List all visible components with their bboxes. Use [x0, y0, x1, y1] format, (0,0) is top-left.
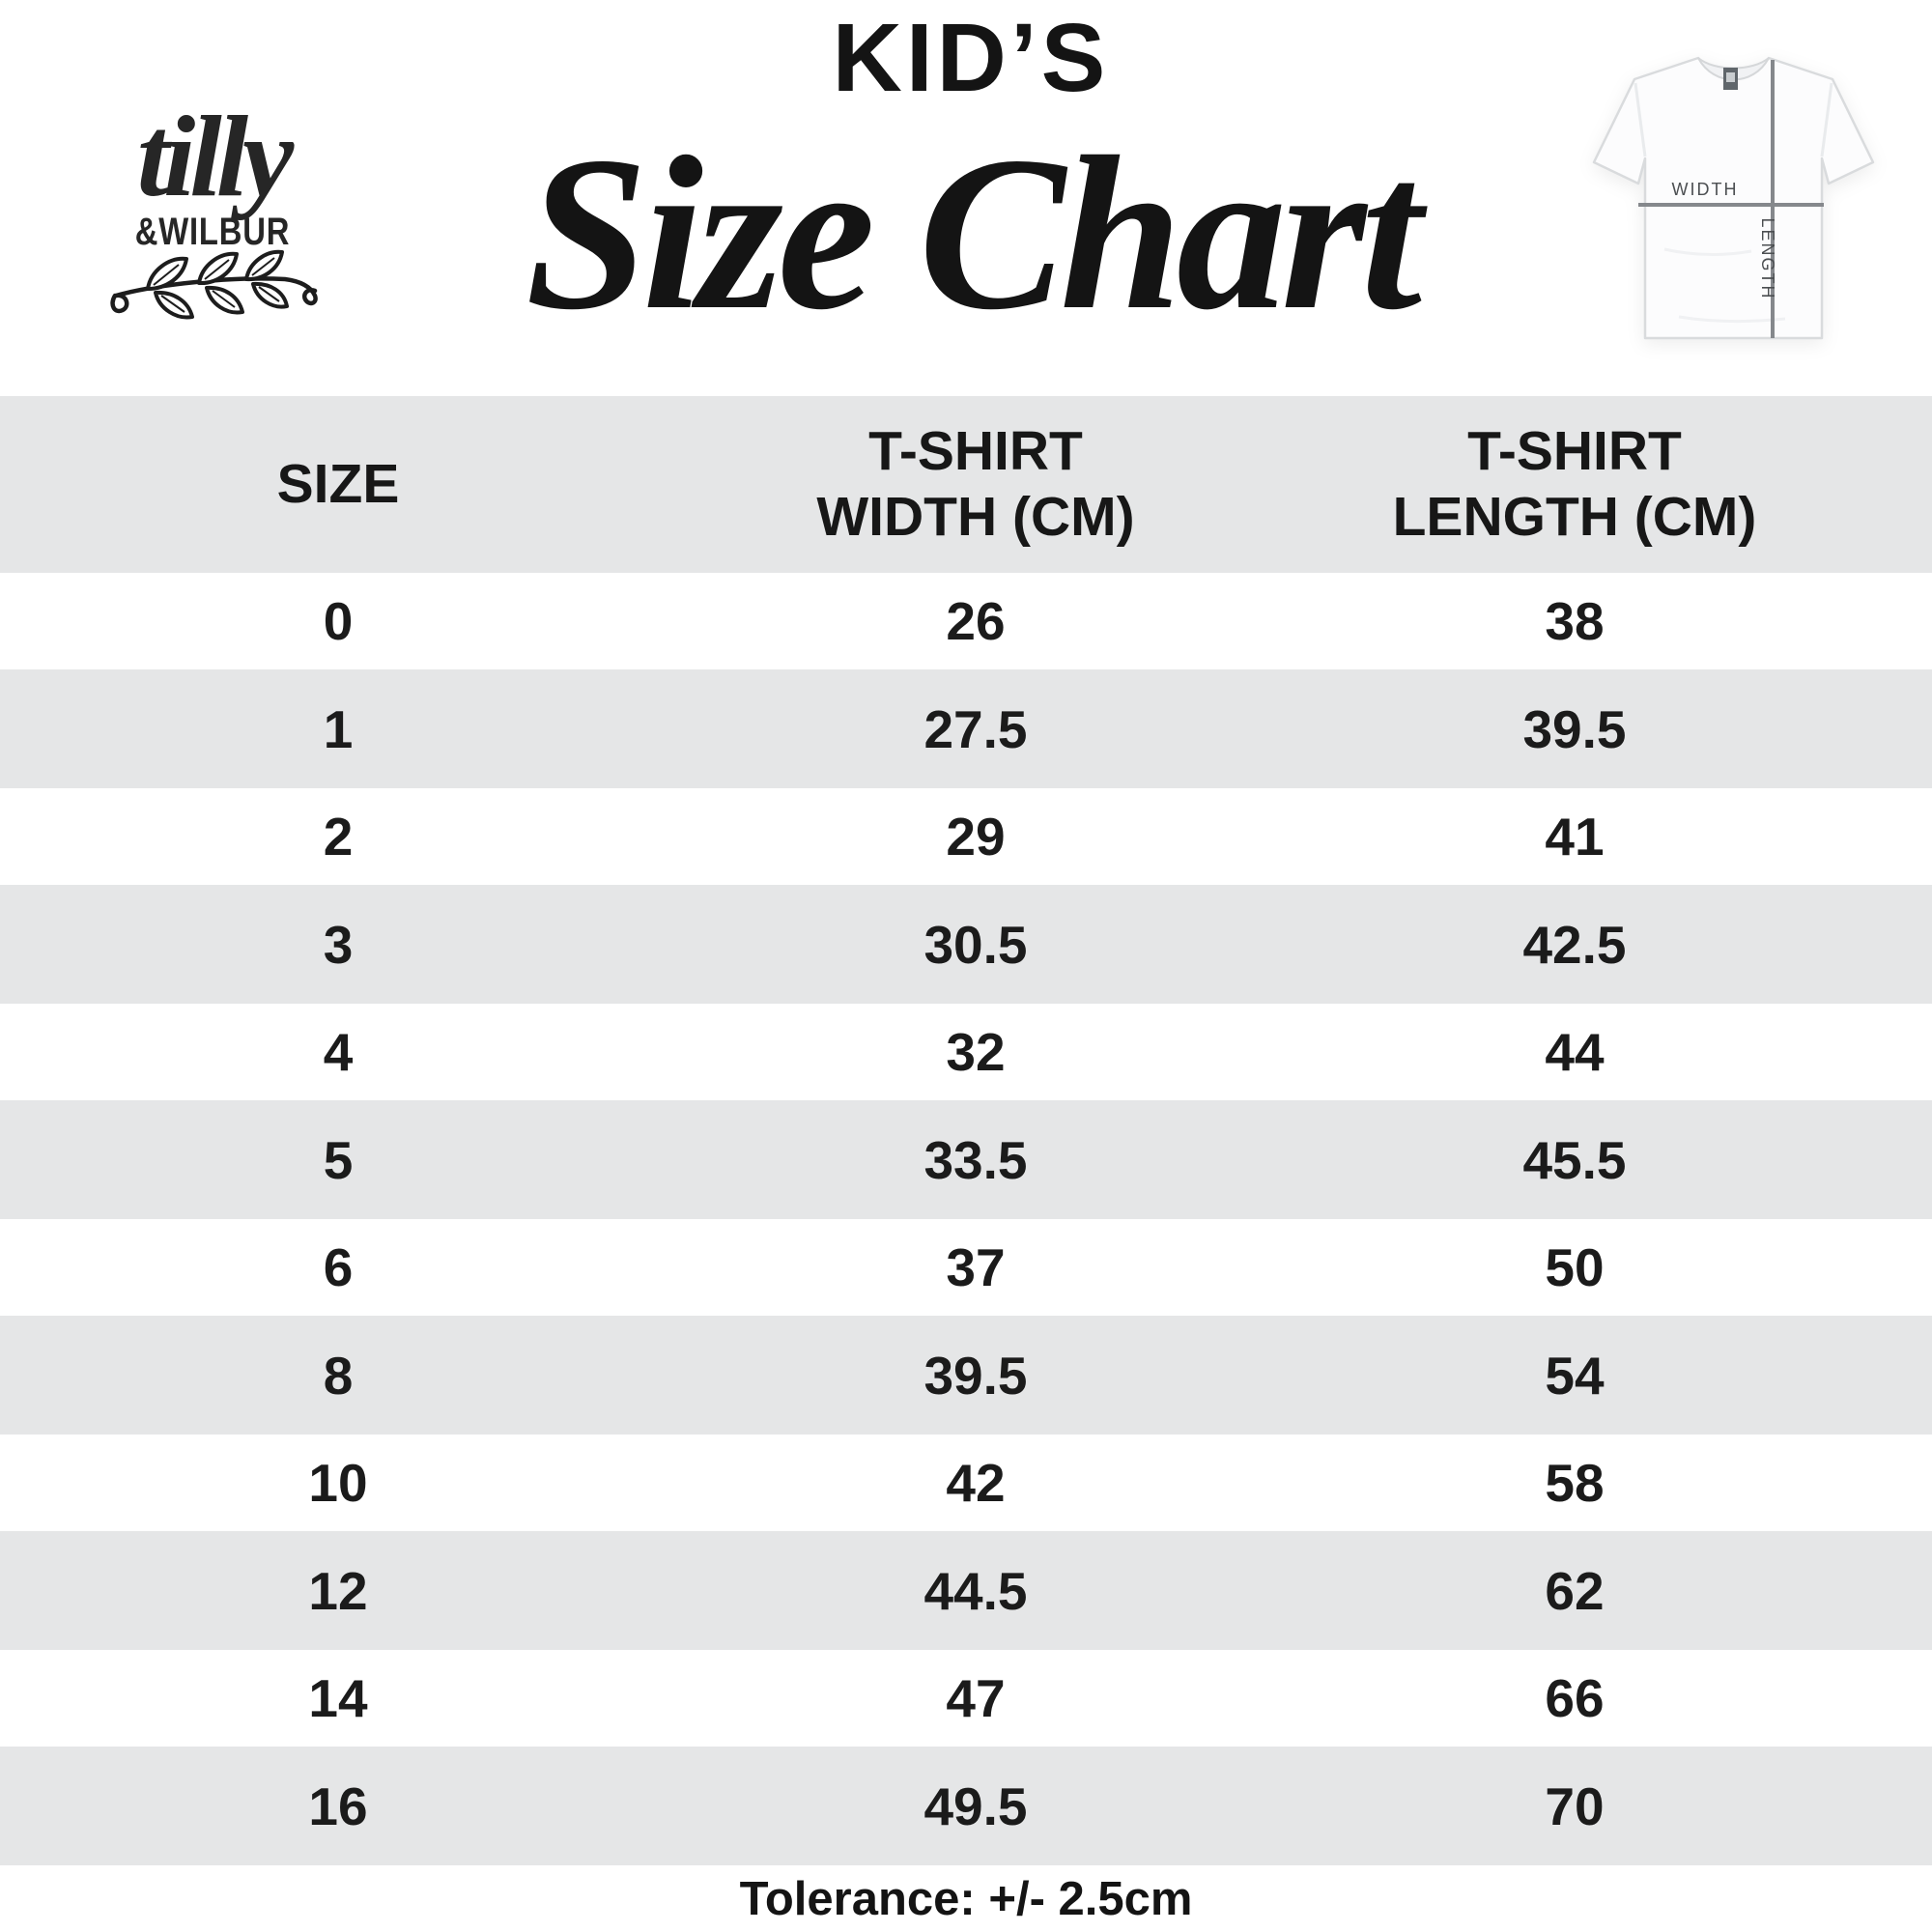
tshirt-measurement-diagram: WIDTH LENGTH	[1592, 56, 1875, 340]
size-cell: 0	[323, 591, 354, 651]
fabric-fold	[1663, 247, 1752, 257]
size-cell: 3	[323, 914, 354, 975]
table-row: 0 26 38	[0, 573, 1932, 669]
column-header-width: T-SHIRT WIDTH (CM)	[816, 420, 1135, 548]
length-cell: 58	[1545, 1453, 1605, 1513]
width-measure-label: WIDTH	[1672, 180, 1739, 199]
neck-tag-print	[1726, 72, 1735, 82]
tolerance-note: Tolerance: +/- 2.5cm	[739, 1872, 1193, 1925]
size-cell: 1	[323, 698, 354, 759]
page-title: Size Chart	[525, 112, 1422, 355]
width-cell: 44.5	[923, 1560, 1028, 1621]
width-cell: 27.5	[923, 698, 1028, 759]
leaf-vein	[258, 286, 280, 302]
size-cell: 10	[308, 1453, 368, 1513]
logo-caps-name: &WILBUR	[134, 211, 291, 253]
table-row: 4 32 44	[0, 1004, 1932, 1100]
size-cell: 5	[323, 1129, 354, 1190]
width-cell: 39.5	[923, 1345, 1028, 1406]
sleeve-seam	[1820, 82, 1833, 157]
width-cell: 42	[946, 1453, 1006, 1513]
width-cell: 37	[946, 1237, 1006, 1297]
length-cell: 45.5	[1522, 1129, 1627, 1190]
leaf-vein	[204, 259, 230, 280]
column-header-size: SIZE	[276, 452, 400, 515]
length-cell: 70	[1545, 1776, 1605, 1836]
width-cell: 32	[946, 1022, 1006, 1082]
size-cell: 2	[323, 807, 354, 867]
laurel-branch-icon	[110, 249, 318, 320]
width-cell: 29	[946, 807, 1006, 867]
table-row: 2 29 41	[0, 788, 1932, 885]
length-cell: 39.5	[1522, 698, 1627, 759]
width-cell: 30.5	[923, 914, 1028, 975]
table-row: 8 39.5 54	[0, 1316, 1932, 1435]
leaf-vein	[153, 264, 180, 286]
length-cell: 38	[1545, 591, 1605, 651]
size-cell: 14	[308, 1668, 368, 1728]
size-cell: 16	[308, 1776, 368, 1836]
length-cell: 66	[1545, 1668, 1605, 1728]
width-cell: 49.5	[923, 1776, 1028, 1836]
size-cell: 12	[308, 1560, 368, 1621]
table-header-row: SIZE T-SHIRT WIDTH (CM) T-SHIRT LENGTH (…	[0, 396, 1932, 573]
length-cell: 44	[1545, 1022, 1605, 1082]
length-measure-label: LENGTH	[1758, 217, 1777, 299]
length-cell: 42.5	[1522, 914, 1627, 975]
size-cell: 8	[323, 1345, 354, 1406]
sleeve-seam	[1634, 82, 1647, 157]
length-cell: 41	[1545, 807, 1605, 867]
logo-script-name: tilly	[136, 92, 295, 220]
table-row: 10 42 58	[0, 1435, 1932, 1531]
width-cell: 33.5	[923, 1129, 1028, 1190]
table-row: 14 47 66	[0, 1650, 1932, 1747]
table-row: 12 44.5 62	[0, 1531, 1932, 1650]
length-cell: 54	[1545, 1345, 1605, 1406]
column-header-length: T-SHIRT LENGTH (CM)	[1392, 420, 1757, 548]
leaf-vein	[160, 295, 185, 313]
leaf-vein	[251, 257, 275, 276]
width-cell: 47	[946, 1668, 1006, 1728]
title-block: KID’S Size Chart	[415, 10, 1526, 344]
length-cell: 62	[1545, 1560, 1605, 1621]
length-cell: 50	[1545, 1237, 1605, 1297]
table-row: 3 30.5 42.5	[0, 885, 1932, 1004]
table-row: 1 27.5 39.5	[0, 669, 1932, 788]
width-cell: 26	[946, 591, 1006, 651]
size-cell: 6	[323, 1237, 354, 1297]
table-row: 6 37 50	[0, 1219, 1932, 1316]
leaf-vein	[212, 290, 236, 308]
category-title: KID’S	[832, 4, 1110, 112]
table-row: 16 49.5 70	[0, 1747, 1932, 1865]
size-table: SIZE T-SHIRT WIDTH (CM) T-SHIRT LENGTH (…	[0, 396, 1932, 1865]
size-cell: 4	[323, 1022, 354, 1082]
table-row: 5 33.5 45.5	[0, 1100, 1932, 1219]
